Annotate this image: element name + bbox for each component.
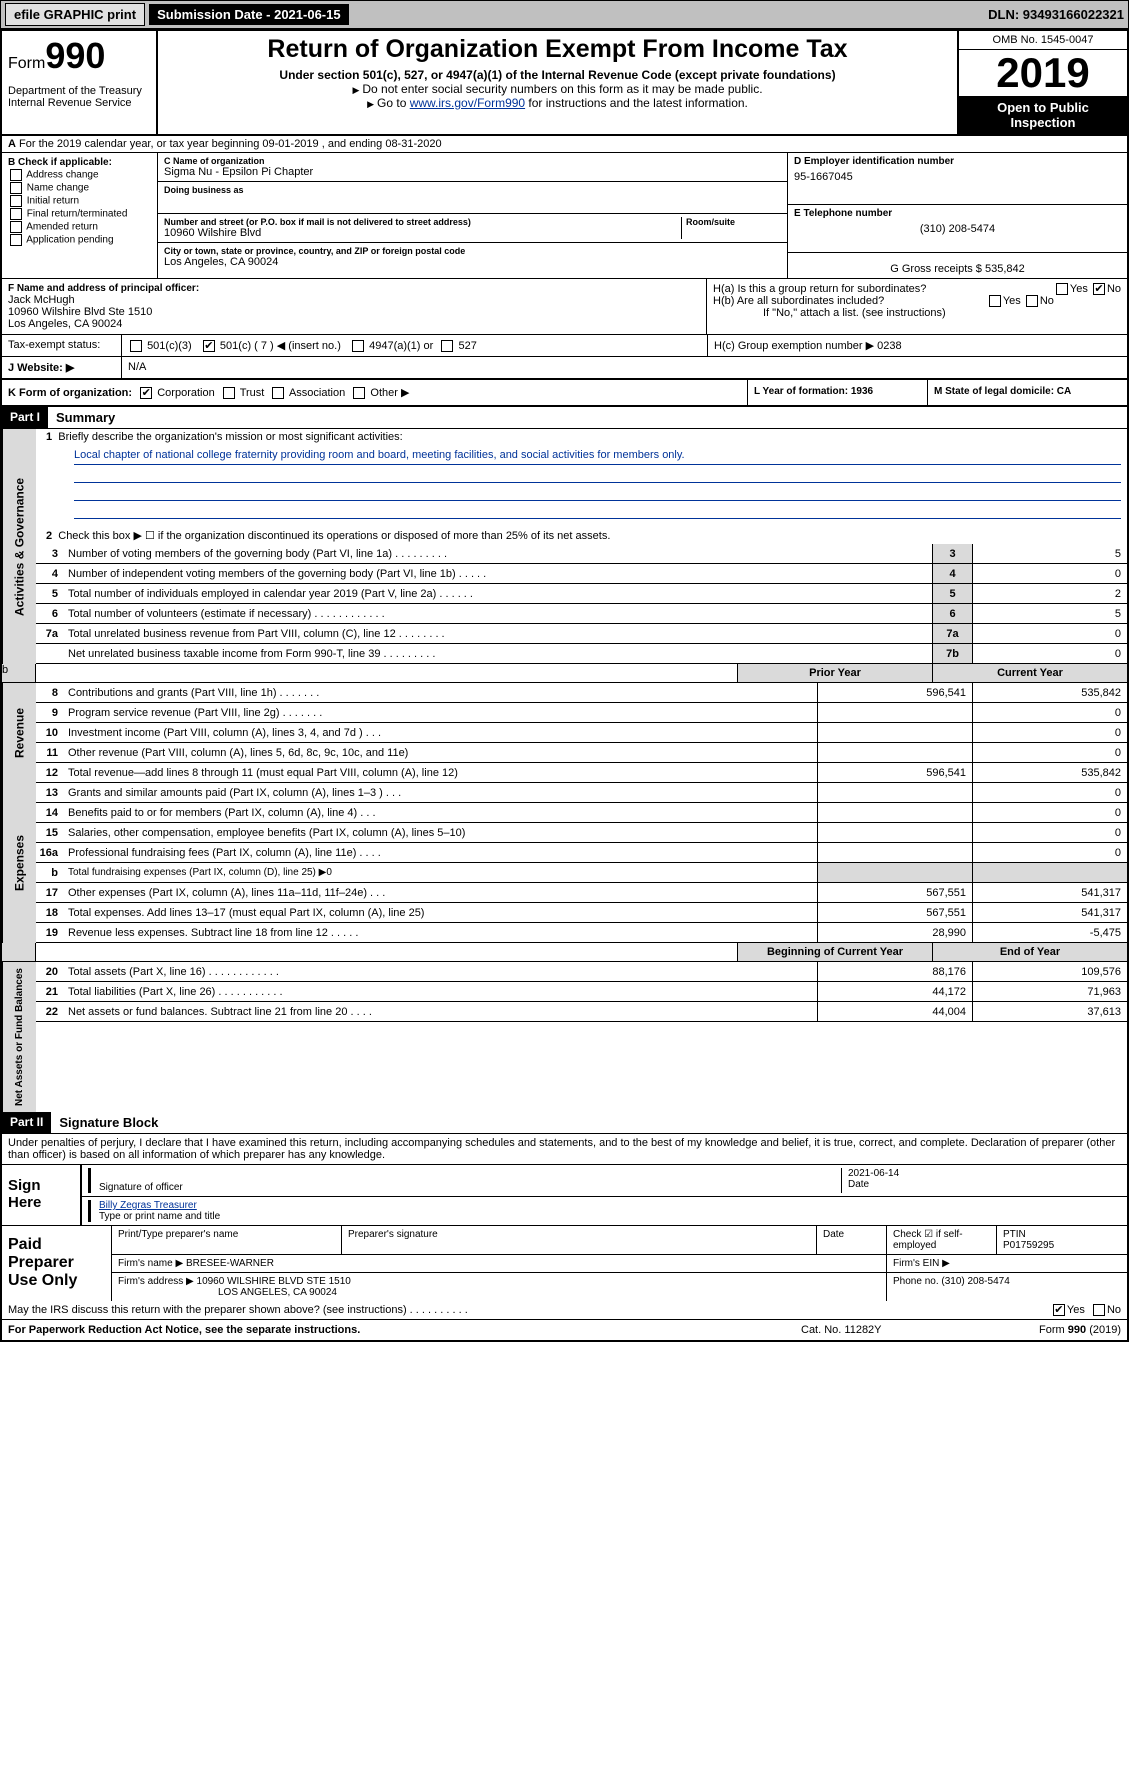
dln: DLN: 93493166022321 (988, 7, 1124, 22)
end-year-hdr: End of Year (932, 943, 1127, 961)
side-expenses: Expenses (2, 783, 36, 943)
form-title: Return of Organization Exempt From Incom… (168, 35, 947, 64)
firm-phone: Phone no. (310) 208-5474 (887, 1273, 1127, 1301)
mission-text: Local chapter of national college frater… (74, 447, 1121, 465)
declaration: Under penalties of perjury, I declare th… (2, 1134, 1127, 1165)
state-domicile: M State of legal domicile: CA (927, 380, 1127, 405)
efile-btn[interactable]: efile GRAPHIC print (5, 3, 145, 26)
part-1-title: Summary (48, 407, 123, 428)
officer-name: Jack McHugh (8, 294, 700, 306)
city: Los Angeles, CA 90024 (164, 256, 781, 268)
website-val: N/A (122, 357, 1127, 378)
open-to-public: Open to Public Inspection (959, 96, 1127, 134)
l4-val: 0 (972, 564, 1127, 583)
chk-pending[interactable] (10, 234, 22, 246)
side-revenue: Revenue (2, 683, 36, 783)
omb: OMB No. 1545-0047 (959, 31, 1127, 50)
telephone: (310) 208-5474 (794, 223, 1121, 235)
submission-date: Submission Date - 2021-06-15 (149, 4, 349, 25)
tax-exempt-label: Tax-exempt status: (2, 335, 122, 356)
chk-501c3[interactable] (130, 340, 142, 352)
street: 10960 Wilshire Blvd (164, 227, 681, 239)
l3-val: 5 (972, 544, 1127, 563)
current-year-hdr: Current Year (932, 664, 1127, 682)
tax-year: 2019 (959, 50, 1127, 96)
row-a: A For the 2019 calendar year, or tax yea… (2, 136, 1127, 153)
discuss-no[interactable] (1093, 1304, 1105, 1316)
l7b-val: 0 (972, 644, 1127, 663)
ptin: P01759295 (1003, 1240, 1054, 1251)
officer-addr1: 10960 Wilshire Blvd Ste 1510 (8, 306, 700, 318)
year-formation: L Year of formation: 1936 (747, 380, 927, 405)
ein: 95-1667045 (794, 171, 1121, 183)
chk-527[interactable] (441, 340, 453, 352)
l7a-val: 0 (972, 624, 1127, 643)
pra-notice: For Paperwork Reduction Act Notice, see … (8, 1324, 801, 1336)
part-2-title: Signature Block (51, 1112, 166, 1133)
subtitle-3: Go to www.irs.gov/Form990 for instructio… (168, 96, 947, 110)
subtitle-1: Under section 501(c), 527, or 4947(a)(1)… (168, 68, 947, 82)
signer-name[interactable]: Billy Zegras Treasurer (99, 1200, 197, 1211)
chk-other[interactable] (353, 387, 365, 399)
l5-val: 2 (972, 584, 1127, 603)
h-a: H(a) Is this a group return for subordin… (713, 283, 1121, 295)
chk-name[interactable] (10, 182, 22, 194)
gross-receipts: G Gross receipts $ 535,842 (890, 263, 1025, 275)
l6-val: 5 (972, 604, 1127, 623)
discuss-text: May the IRS discuss this return with the… (8, 1304, 1051, 1316)
form-number: 990 (45, 35, 105, 76)
irs-link[interactable]: www.irs.gov/Form990 (410, 96, 525, 110)
firm-name: Firm's name ▶ BRESEE-WARNER (112, 1255, 887, 1272)
topbar: efile GRAPHIC print Submission Date - 20… (0, 0, 1129, 29)
dept: Department of the Treasury Internal Reve… (8, 85, 150, 109)
subtitle-2: Do not enter social security numbers on … (168, 82, 947, 96)
side-net: Net Assets or Fund Balances (2, 962, 36, 1112)
chk-corp[interactable] (140, 387, 152, 399)
h-c: H(c) Group exemption number ▶ 0238 (707, 335, 1127, 356)
chk-initial[interactable] (10, 195, 22, 207)
chk-final[interactable] (10, 208, 22, 220)
paid-preparer: Paid Preparer Use Only (2, 1226, 112, 1301)
sign-here: Sign Here (2, 1165, 82, 1225)
part-1-label: Part I (2, 407, 48, 428)
chk-amended[interactable] (10, 221, 22, 233)
section-b: B Check if applicable: Address change Na… (2, 153, 158, 278)
chk-assoc[interactable] (272, 387, 284, 399)
chk-4947[interactable] (352, 340, 364, 352)
discuss-yes[interactable] (1053, 1304, 1065, 1316)
chk-trust[interactable] (223, 387, 235, 399)
prior-year-hdr: Prior Year (737, 664, 932, 682)
org-name: Sigma Nu - Epsilon Pi Chapter (164, 166, 781, 178)
cat-no: Cat. No. 11282Y (801, 1324, 981, 1336)
website-label: J Website: ▶ (2, 357, 122, 378)
officer-addr2: Los Angeles, CA 90024 (8, 318, 700, 330)
firm-addr: Firm's address ▶ 10960 WILSHIRE BLVD STE… (118, 1276, 351, 1287)
side-governance: Activities & Governance (2, 429, 36, 664)
chk-address[interactable] (10, 169, 22, 181)
h-b-note: If "No," attach a list. (see instruction… (713, 307, 1121, 319)
chk-501c[interactable] (203, 340, 215, 352)
form-990: Form990 Department of the Treasury Inter… (0, 29, 1129, 1342)
form-footer: Form 990 (2019) (981, 1324, 1121, 1336)
h-b: H(b) Are all subordinates included? Yes … (713, 295, 1121, 307)
part-2-label: Part II (2, 1112, 51, 1133)
begin-year-hdr: Beginning of Current Year (737, 943, 932, 961)
form-label: Form (8, 55, 45, 72)
